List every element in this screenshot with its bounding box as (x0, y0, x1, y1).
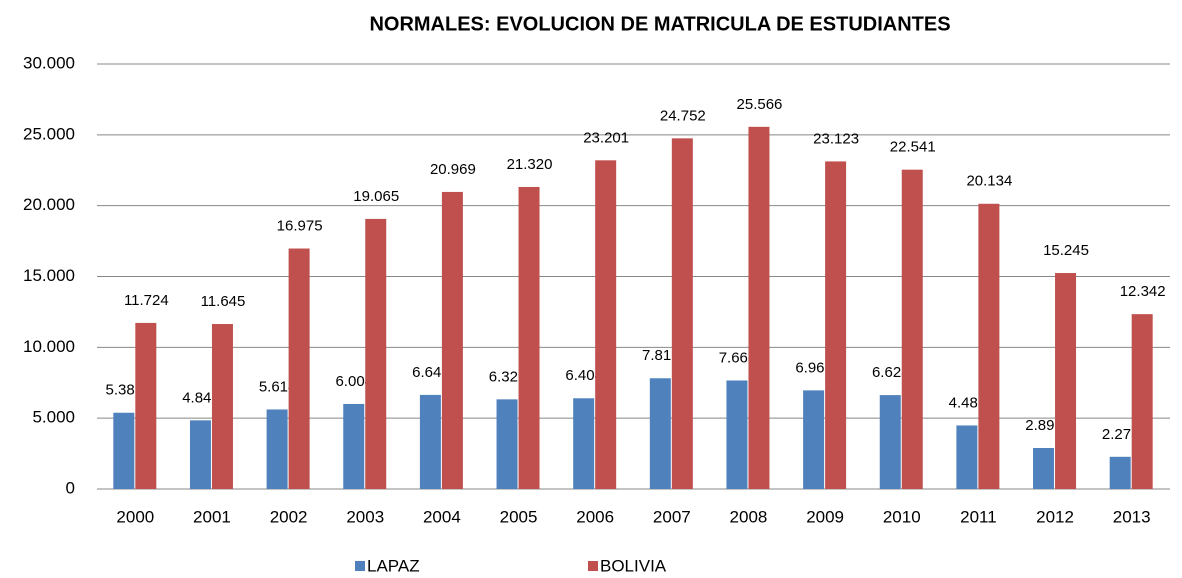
data-label: 7.660 (719, 349, 757, 366)
bar (266, 409, 288, 489)
bar (211, 324, 233, 489)
data-label: 21.320 (507, 156, 553, 173)
x-tick-label: 2013 (1113, 507, 1151, 526)
bar (189, 420, 211, 489)
y-tick-label: 0 (66, 478, 75, 497)
data-label: 25.566 (737, 96, 783, 113)
bar (726, 380, 748, 489)
data-label: 6.642 (412, 364, 450, 381)
y-tick-label: 5.000 (32, 408, 75, 427)
bar (365, 218, 387, 489)
data-label: 23.201 (583, 129, 629, 146)
x-tick-label: 2006 (576, 507, 614, 526)
bar (879, 395, 901, 489)
data-label: 24.752 (660, 107, 706, 124)
data-label: 15.245 (1043, 242, 1089, 259)
x-tick-label: 2010 (883, 507, 921, 526)
data-label: 20.134 (966, 173, 1012, 190)
bar (573, 398, 595, 489)
bar (595, 160, 617, 490)
data-label: 12.342 (1120, 283, 1166, 300)
y-tick-label: 10.000 (23, 337, 75, 356)
x-tick-label: 2004 (423, 507, 461, 526)
chart-title: NORMALES: EVOLUCION DE MATRICULA DE ESTU… (369, 13, 950, 35)
data-label: 4.485 (949, 394, 987, 411)
bar (748, 126, 770, 489)
legend-swatch (355, 561, 365, 571)
data-label: 19.065 (353, 188, 399, 205)
data-label: 6.328 (489, 368, 527, 385)
bar (1033, 447, 1055, 489)
data-label: 6.628 (872, 364, 910, 381)
bar (1109, 456, 1131, 489)
bar (518, 186, 540, 489)
data-label: 4.846 (182, 389, 220, 406)
x-tick-label: 2009 (806, 507, 844, 526)
data-label: 2.895 (1025, 417, 1063, 434)
bar (441, 191, 463, 490)
data-label: 5.383 (106, 382, 144, 399)
x-tick-label: 2012 (1036, 507, 1074, 526)
data-label: 23.123 (813, 130, 859, 147)
bar (649, 378, 671, 489)
bar (671, 138, 693, 489)
data-label: 6.961 (795, 359, 833, 376)
bar (1055, 273, 1077, 489)
data-label: 5.614 (259, 378, 297, 395)
bar (113, 412, 135, 489)
x-tick-label: 2005 (500, 507, 538, 526)
data-label: 7.817 (642, 347, 680, 364)
data-label: 6.404 (565, 367, 603, 384)
x-tick-label: 2008 (730, 507, 768, 526)
data-label: 6.004 (335, 373, 373, 390)
legend-label: BOLIVIA (600, 556, 667, 575)
legend-swatch (588, 561, 598, 571)
bar (496, 399, 518, 489)
x-tick-label: 2002 (270, 507, 308, 526)
bar (803, 390, 825, 489)
bar (135, 322, 157, 489)
x-tick-label: 2003 (346, 507, 384, 526)
bar (978, 203, 1000, 490)
data-label: 11.724 (124, 292, 169, 309)
legend-label: LAPAZ (367, 556, 420, 575)
x-tick-label: 2011 (960, 507, 997, 526)
y-tick-label: 25.000 (23, 124, 75, 143)
bar (1131, 314, 1153, 489)
data-label: 11.645 (201, 293, 246, 310)
bar (343, 403, 365, 489)
data-label: 16.975 (277, 217, 323, 234)
bar (901, 169, 923, 489)
data-label: 20.969 (430, 161, 476, 178)
x-tick-label: 2000 (116, 507, 154, 526)
y-tick-label: 30.000 (23, 53, 75, 72)
bar (956, 425, 978, 489)
y-tick-label: 20.000 (23, 195, 75, 214)
x-tick-label: 2007 (653, 507, 691, 526)
data-label: 22.541 (890, 139, 936, 156)
x-tick-label: 2001 (193, 507, 231, 526)
data-label: 2.273 (1102, 426, 1140, 443)
y-tick-label: 15.000 (23, 266, 75, 285)
bar (419, 394, 441, 489)
bar (288, 248, 310, 489)
bar (825, 161, 847, 489)
